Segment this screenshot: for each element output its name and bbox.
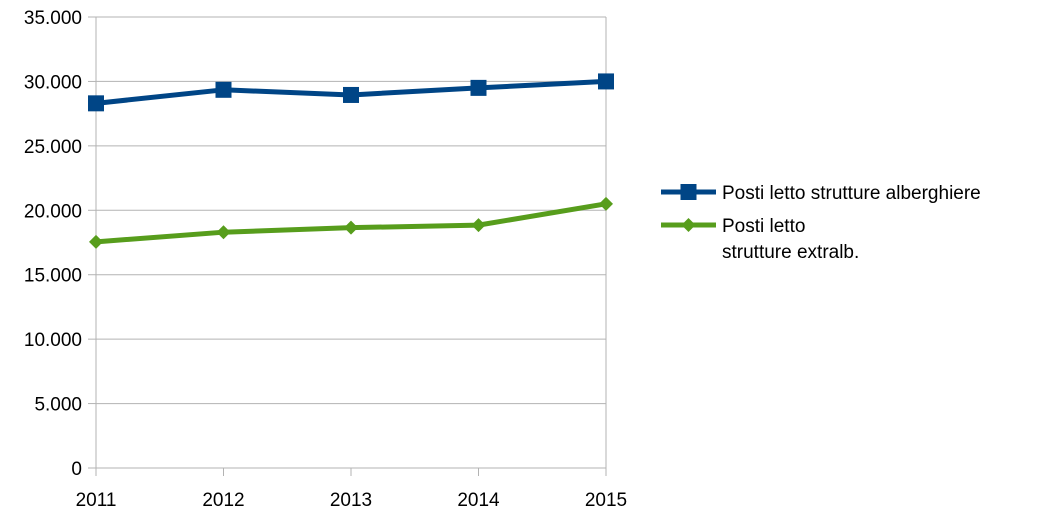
data-point bbox=[89, 234, 103, 249]
y-tick-label: 35.000 bbox=[24, 8, 82, 29]
x-tick-label: 2011 bbox=[76, 490, 117, 511]
y-tick-label: 10.000 bbox=[24, 330, 82, 351]
legend-item-extralb: Posti letto strutture extralb. bbox=[661, 216, 859, 263]
data-point bbox=[88, 95, 104, 112]
y-tick-label: 0 bbox=[71, 459, 82, 480]
data-point bbox=[598, 73, 614, 90]
y-tick-label: 20.000 bbox=[24, 201, 82, 222]
legend-label: strutture extralb. bbox=[722, 242, 859, 263]
x-tick-label: 2013 bbox=[330, 490, 372, 511]
grid bbox=[96, 16, 606, 405]
data-point bbox=[343, 86, 359, 103]
data-point bbox=[215, 81, 232, 98]
data-point bbox=[470, 79, 487, 96]
legend-item-alberghiere: Posti letto strutture alberghiere bbox=[661, 183, 981, 204]
legend-label: Posti letto bbox=[722, 216, 805, 237]
series-group bbox=[88, 73, 614, 249]
data-point bbox=[599, 196, 613, 211]
data-point bbox=[216, 225, 231, 240]
series-alberghiere bbox=[88, 73, 614, 112]
data-point bbox=[344, 220, 358, 235]
y-tick-label: 30.000 bbox=[24, 72, 82, 93]
legend-marker bbox=[681, 218, 696, 232]
axes: 0 5.000 10.000 15.000 20.000 25.000 30.000 35.0… bbox=[24, 8, 627, 511]
x-tick-label: 2012 bbox=[202, 490, 244, 511]
legend-marker bbox=[680, 184, 697, 200]
x-tick-label: 2015 bbox=[585, 490, 627, 511]
y-tick-label: 25.000 bbox=[24, 137, 82, 158]
legend: Posti letto strutture alberghiere Posti l… bbox=[661, 183, 981, 263]
series-extralb bbox=[89, 196, 613, 249]
y-tick-label: 5.000 bbox=[34, 395, 82, 416]
legend-label: Posti letto strutture alberghiere bbox=[722, 183, 981, 204]
data-point bbox=[471, 218, 486, 233]
y-tick-label: 15.000 bbox=[24, 266, 82, 287]
x-tick-label: 2014 bbox=[457, 490, 500, 511]
